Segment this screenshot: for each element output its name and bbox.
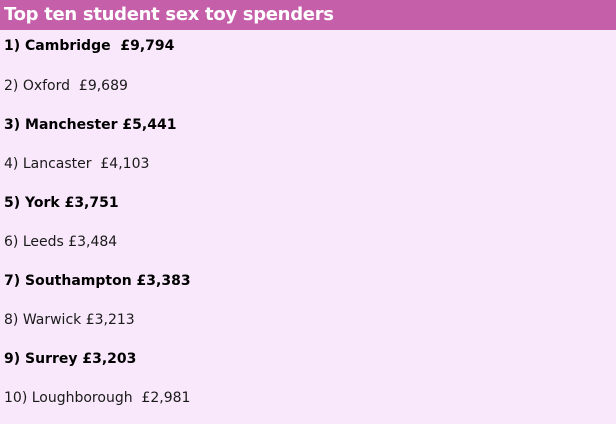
list-item: 3) Manchester £5,441 xyxy=(4,117,177,133)
list-item: 8) Warwick £3,213 xyxy=(4,312,135,328)
list-item: 1) Cambridge £9,794 xyxy=(4,38,175,54)
header-title: Top ten student sex toy spenders xyxy=(0,0,616,30)
list-item: 4) Lancaster £4,103 xyxy=(4,156,150,172)
list-item: 10) Loughborough £2,981 xyxy=(4,390,191,406)
list-item: 6) Leeds £3,484 xyxy=(4,234,118,250)
list-item: 2) Oxford £9,689 xyxy=(4,78,128,94)
list-item: 9) Surrey £3,203 xyxy=(4,351,137,367)
list-item: 7) Southampton £3,383 xyxy=(4,273,191,289)
ranking-list: 1) Cambridge £9,794 2) Oxford £9,689 3) Ma… xyxy=(0,30,616,420)
list-item: 5) York £3,751 xyxy=(4,195,119,211)
